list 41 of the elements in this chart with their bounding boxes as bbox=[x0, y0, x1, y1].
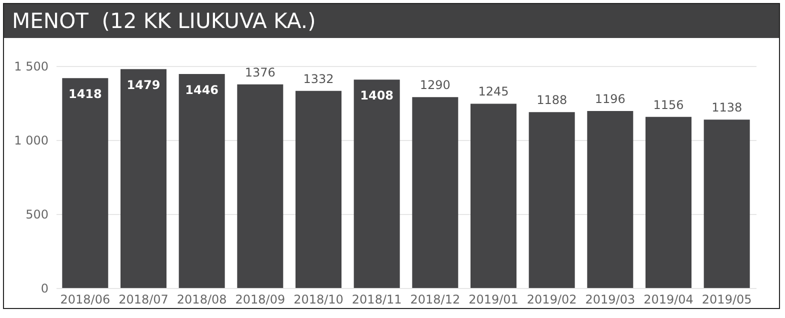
bar bbox=[178, 74, 225, 288]
bar bbox=[120, 69, 166, 288]
x-tick-label: 2018/06 bbox=[60, 292, 110, 306]
bar bbox=[528, 112, 575, 288]
data-label: 1138 bbox=[712, 100, 742, 115]
data-label: 1196 bbox=[594, 92, 626, 106]
x-tick-label: 2019/02 bbox=[526, 292, 577, 306]
y-tick-label: 0 bbox=[40, 282, 48, 296]
bar bbox=[237, 84, 284, 288]
bar bbox=[296, 90, 342, 288]
x-tick-label: 2019/05 bbox=[702, 292, 752, 306]
data-label: 1446 bbox=[185, 82, 219, 97]
data-label: 1376 bbox=[244, 65, 276, 80]
data-label: 1156 bbox=[653, 98, 684, 112]
bar bbox=[470, 104, 516, 288]
chart-title: MENOT (12 KK LIUKUVA KA.) bbox=[4, 4, 779, 38]
x-tick-label: 2018/07 bbox=[118, 292, 168, 306]
y-tick-label: 1 500 bbox=[14, 60, 48, 74]
data-label: 1332 bbox=[303, 72, 334, 86]
data-label: 1245 bbox=[478, 84, 509, 99]
bar bbox=[354, 80, 400, 288]
bar bbox=[646, 116, 692, 288]
bar bbox=[62, 78, 108, 288]
data-label: 1290 bbox=[420, 78, 450, 92]
x-tick-label: 2018/12 bbox=[410, 292, 460, 306]
y-tick-label: 1 000 bbox=[14, 134, 48, 148]
x-tick-label: 2019/01 bbox=[468, 292, 518, 306]
bar bbox=[412, 97, 458, 288]
data-label: 1188 bbox=[536, 93, 568, 108]
y-tick-label: 500 bbox=[26, 208, 48, 222]
x-tick-label: 2018/11 bbox=[352, 292, 402, 306]
bar bbox=[587, 110, 634, 288]
data-label: 1418 bbox=[68, 87, 102, 102]
bar bbox=[704, 120, 750, 288]
x-tick-label: 2018/10 bbox=[294, 292, 344, 306]
data-label: 1479 bbox=[126, 78, 160, 92]
x-tick-label: 2019/03 bbox=[585, 292, 636, 306]
data-label: 1408 bbox=[360, 88, 394, 103]
x-tick-label: 2018/09 bbox=[235, 292, 286, 306]
x-tick-label: 2019/04 bbox=[644, 292, 694, 306]
x-tick-label: 2018/08 bbox=[176, 292, 227, 306]
